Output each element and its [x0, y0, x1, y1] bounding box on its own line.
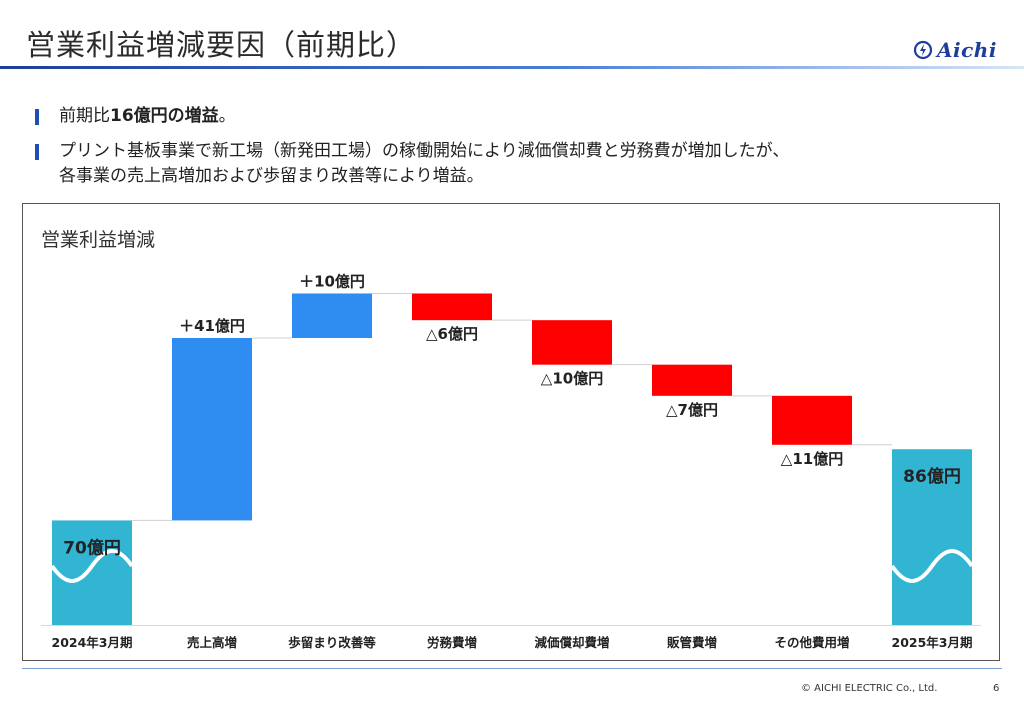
data-label: ＋41億円 [179, 317, 245, 335]
category-label: 売上高増 [187, 635, 237, 650]
data-label: 86億円 [903, 466, 961, 487]
bullet-item: 前期比16億円の増益。 [35, 104, 789, 129]
bullet-text-line2: 各事業の売上高増加および歩留まり改善等により増益。 [59, 166, 484, 186]
category-label: 歩留まり改善等 [288, 635, 376, 650]
bullet-text: 前期比 [59, 106, 110, 126]
data-label: ＋10億円 [299, 272, 365, 290]
summary-bullets: 前期比16億円の増益。 プリント基板事業で新工場（新発田工場）の稼働開始により減… [35, 104, 789, 189]
axis-break-wave [890, 549, 974, 583]
footer-divider [22, 668, 1002, 669]
bullet-tail: 。 [218, 106, 236, 126]
data-label: △11億円 [781, 450, 843, 468]
bullet-marker [35, 144, 39, 160]
chart-title: 営業利益増減 [41, 229, 155, 251]
data-label: △10億円 [541, 370, 603, 388]
bar [652, 364, 732, 396]
header-divider [0, 66, 1024, 69]
bullet-item: プリント基板事業で新工場（新発田工場）の稼働開始により減価償却費と労務費が増加し… [35, 139, 789, 189]
bullet-text-line1: プリント基板事業で新工場（新発田工場）の稼働開始により減価償却費と労務費が増加し… [59, 141, 790, 161]
bullet-marker [35, 109, 39, 125]
page-number: 6 [993, 683, 1000, 694]
copyright: © AICHI ELECTRIC Co., Ltd. [801, 683, 938, 694]
category-label: 2024年3月期 [52, 635, 133, 650]
bar [772, 395, 852, 445]
data-label: △6億円 [426, 325, 478, 343]
bar [172, 337, 252, 521]
data-label: 70億円 [63, 537, 121, 558]
category-label: 減価償却費増 [534, 635, 609, 650]
waterfall-chart: 営業利益増減 70億円 2024年3月期 ＋41億円売上高増 ＋10億円歩留まり改善等 △… [22, 203, 1000, 661]
category-label: 労務費増 [427, 635, 477, 650]
category-label: 2025年3月期 [892, 635, 973, 650]
company-logo: Aichi [913, 37, 1008, 63]
bullet-emphasis: 16億円の増益 [110, 106, 219, 126]
logo-text: Aichi [937, 38, 997, 62]
bar [292, 293, 372, 338]
axis-break-wave [50, 549, 134, 583]
bar [412, 293, 492, 321]
logo-mark-icon [913, 40, 933, 60]
category-label: 販管費増 [667, 635, 717, 650]
data-label: △7億円 [666, 401, 718, 419]
bar [892, 449, 972, 625]
category-label: その他費用増 [774, 635, 849, 650]
bar [532, 320, 612, 365]
bar [52, 520, 132, 625]
page-title: 営業利益増減要因（前期比） [26, 28, 417, 62]
